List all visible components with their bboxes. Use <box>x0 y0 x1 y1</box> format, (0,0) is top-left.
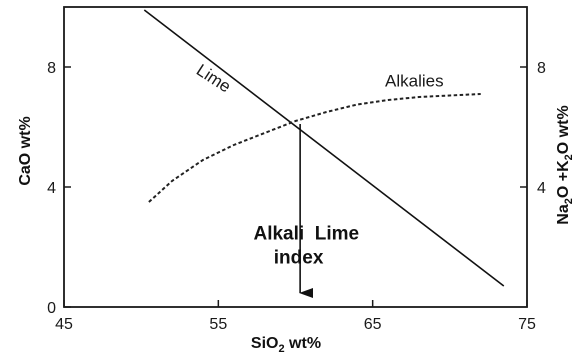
y-axis-right-title-part: O +K <box>555 160 572 198</box>
y-axis-right-title-subscript: 2 <box>563 198 575 204</box>
x-axis-title-main: SiO <box>251 335 279 352</box>
plot-border <box>63 6 528 308</box>
x-tick-label: 65 <box>364 316 382 333</box>
x-tick-label: 75 <box>518 316 536 333</box>
annotation-line-1: Alkali Lime <box>253 224 359 245</box>
y-axis-right-title-subscript: 2 <box>563 154 575 160</box>
y-axis-right-title-part: O wt% <box>555 105 572 154</box>
y-left-tick-label: 0 <box>47 300 56 317</box>
annotation-line-2: index <box>274 248 324 269</box>
y-left-tick-label: 8 <box>47 60 56 77</box>
series-line-lime <box>143 9 505 287</box>
x-axis-title-rest: wt% <box>285 335 321 352</box>
x-tick-label: 45 <box>55 316 73 333</box>
y-axis-right-title: Na2O +K2O wt% <box>555 105 575 224</box>
series-label-alkalies: Alkalies <box>385 72 444 91</box>
y-left-tick-label: 4 <box>47 180 56 197</box>
annotation-layer: Alkali Lime index <box>253 124 359 298</box>
y-axis-left-ticks: 0 4 8 <box>47 60 71 317</box>
y-right-tick-label: 4 <box>537 180 546 197</box>
x-axis-title: SiO2 wt% <box>251 335 321 354</box>
x-axis-ticks: 45 55 65 75 <box>55 300 536 333</box>
series-layer: Lime Alkalies <box>143 9 505 287</box>
y-right-tick-label: 8 <box>537 60 546 77</box>
y-axis-left-title: CaO wt% <box>17 116 34 185</box>
series-label-lime: Lime <box>193 60 234 96</box>
x-axis-title-subscript: 2 <box>278 343 284 354</box>
x-tick-label: 55 <box>209 316 227 333</box>
plot-frame <box>63 6 528 308</box>
y-axis-right-ticks: 48 <box>520 60 546 197</box>
y-axis-right-title-part: Na <box>555 204 572 225</box>
series-line-alkalies <box>148 93 481 203</box>
